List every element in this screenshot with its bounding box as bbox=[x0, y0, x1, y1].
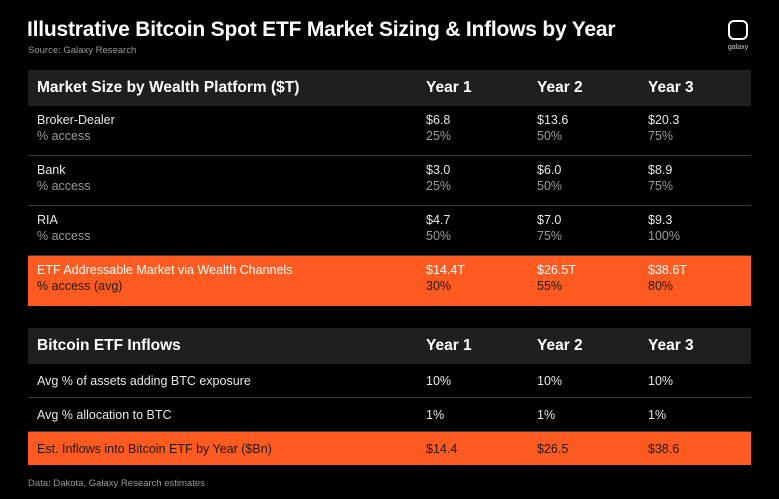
cell-value: 1% bbox=[537, 407, 556, 422]
table-row-assets-adding-btc: Avg % of assets adding BTC exposure 10% … bbox=[28, 364, 751, 398]
cell-value: $9.3 bbox=[648, 213, 673, 227]
cell-subvalue: 75% bbox=[648, 129, 674, 143]
cell-value: $38.6T bbox=[648, 263, 687, 277]
cell-value: $14.4T bbox=[426, 263, 465, 277]
cell-value: $8.9 bbox=[648, 163, 673, 177]
table-row-est-inflows: Est. Inflows into Bitcoin ETF by Year ($… bbox=[28, 432, 751, 465]
cell-value: $26.5 bbox=[537, 441, 569, 456]
galaxy-logo-icon bbox=[728, 20, 748, 40]
cell-subvalue: 30% bbox=[426, 279, 452, 293]
row-label: Est. Inflows into Bitcoin ETF by Year ($… bbox=[37, 441, 272, 456]
cell-value: 10% bbox=[426, 373, 452, 388]
table-row-allocation-to-btc: Avg % allocation to BTC 1% 1% 1% bbox=[28, 398, 751, 432]
row-label: RIA bbox=[37, 213, 58, 227]
row-sublabel: % access bbox=[37, 179, 91, 193]
cell-subvalue: 50% bbox=[537, 179, 563, 193]
cell-value: $26.5T bbox=[537, 263, 576, 277]
galaxy-logo-text: galaxy bbox=[727, 44, 749, 51]
row-sublabel: % access bbox=[37, 229, 91, 243]
table-row-ria: RIA % access $4.7 50% $7.0 75% $9.3 100% bbox=[28, 206, 751, 256]
cell-subvalue: 100% bbox=[648, 229, 680, 243]
cell-subvalue: 75% bbox=[648, 179, 674, 193]
row-label: ETF Addressable Market via Wealth Channe… bbox=[37, 263, 293, 277]
cell-value: 10% bbox=[648, 373, 674, 388]
header-cell: Year 2 bbox=[537, 79, 583, 96]
cell-subvalue: 80% bbox=[648, 279, 674, 293]
row-label: Avg % of assets adding BTC exposure bbox=[37, 373, 251, 388]
source-note: Source: Galaxy Research bbox=[28, 45, 137, 56]
cell-value: $38.6 bbox=[648, 441, 680, 456]
cell-value: 1% bbox=[648, 407, 667, 422]
row-sublabel: % access (avg) bbox=[37, 279, 123, 293]
header-cell: Year 3 bbox=[648, 337, 694, 354]
cell-subvalue: 50% bbox=[537, 129, 563, 143]
footer-note: Data: Dakota, Galaxy Research estimates bbox=[28, 478, 205, 489]
cell-value: $6.0 bbox=[537, 163, 562, 177]
cell-value: $3.0 bbox=[426, 163, 451, 177]
header-cell: Year 3 bbox=[648, 79, 694, 96]
cell-value: $4.7 bbox=[426, 213, 451, 227]
table-row-broker-dealer: Broker-Dealer % access $6.8 25% $13.6 50% $… bbox=[28, 106, 751, 156]
header-cell: Bitcoin ETF Inflows bbox=[37, 337, 181, 354]
cell-value: 1% bbox=[426, 407, 445, 422]
cell-subvalue: 25% bbox=[426, 179, 452, 193]
etf-inflows-table: Bitcoin ETF Inflows Year 1 Year 2 Year 3… bbox=[28, 328, 751, 465]
cell-subvalue: 75% bbox=[537, 229, 563, 243]
page-title: Illustrative Bitcoin Spot ETF Market Siz… bbox=[27, 18, 616, 41]
cell-subvalue: 25% bbox=[426, 129, 452, 143]
etf-inflows-header: Bitcoin ETF Inflows Year 1 Year 2 Year 3 bbox=[28, 328, 751, 364]
header-cell: Year 2 bbox=[537, 337, 583, 354]
market-size-table: Market Size by Wealth Platform ($T) Year… bbox=[28, 70, 751, 306]
table-row-etf-addressable-market: ETF Addressable Market via Wealth Channe… bbox=[28, 256, 751, 306]
cell-value: $20.3 bbox=[648, 113, 680, 127]
header-cell: Market Size by Wealth Platform ($T) bbox=[37, 79, 300, 96]
header-cell: Year 1 bbox=[426, 337, 472, 354]
cell-value: $14.4 bbox=[426, 441, 458, 456]
table-row-bank: Bank % access $3.0 25% $6.0 50% $8.9 75% bbox=[28, 156, 751, 206]
cell-subvalue: 50% bbox=[426, 229, 452, 243]
row-label: Avg % allocation to BTC bbox=[37, 407, 172, 422]
cell-value: 10% bbox=[537, 373, 563, 388]
cell-value: $13.6 bbox=[537, 113, 569, 127]
row-label: Broker-Dealer bbox=[37, 113, 115, 127]
cell-subvalue: 55% bbox=[537, 279, 563, 293]
row-label: Bank bbox=[37, 163, 66, 177]
header-cell: Year 1 bbox=[426, 79, 472, 96]
row-sublabel: % access bbox=[37, 129, 91, 143]
galaxy-logo: galaxy bbox=[723, 20, 753, 51]
cell-value: $6.8 bbox=[426, 113, 451, 127]
market-size-header: Market Size by Wealth Platform ($T) Year… bbox=[28, 70, 751, 106]
cell-value: $7.0 bbox=[537, 213, 562, 227]
